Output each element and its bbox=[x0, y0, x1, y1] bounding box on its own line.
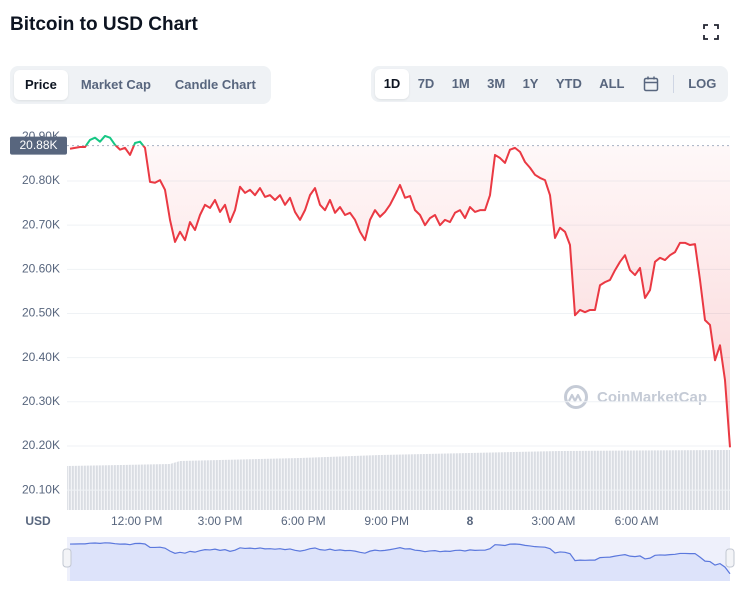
y-tick-label: 20.20K bbox=[22, 438, 60, 452]
tab-group: Price Market Cap Candle Chart bbox=[10, 66, 271, 104]
divider bbox=[673, 75, 675, 93]
y-axis-label: USD bbox=[25, 514, 51, 528]
x-tick-label: 3:00 AM bbox=[531, 514, 575, 528]
navigator-handles bbox=[62, 548, 735, 568]
price-line-down bbox=[69, 145, 731, 448]
log-button[interactable]: LOG bbox=[688, 76, 717, 91]
price-area bbox=[70, 145, 730, 448]
tab-button[interactable]: Market Cap bbox=[80, 77, 151, 92]
range-button[interactable]: 1D bbox=[375, 69, 409, 99]
range-button[interactable]: 3M bbox=[487, 76, 506, 91]
tab-button[interactable]: Candle Chart bbox=[174, 77, 256, 92]
watermark-text: CoinMarketCap bbox=[597, 389, 707, 406]
x-tick-label: 9:00 PM bbox=[364, 514, 409, 528]
y-tick-label: 20.40K bbox=[22, 350, 60, 364]
x-tick-label: 6:00 AM bbox=[615, 514, 659, 528]
y-tick-label: 20.30K bbox=[22, 394, 60, 408]
range-button[interactable]: 7D bbox=[417, 76, 435, 91]
calendar-button[interactable] bbox=[633, 69, 669, 99]
page-title: Bitcoin to USD Chart bbox=[10, 14, 198, 35]
range-button[interactable]: ALL bbox=[599, 76, 625, 91]
y-tick-label: 20.10K bbox=[22, 482, 60, 496]
range-button[interactable]: 1Y bbox=[522, 76, 539, 91]
tab-button[interactable]: Price bbox=[14, 70, 68, 100]
navigator-line bbox=[69, 542, 731, 575]
y-tick-label: 20.80K bbox=[22, 173, 60, 187]
watermark: CoinMarketCap bbox=[564, 385, 707, 409]
x-tick-label: 12:00 PM bbox=[111, 514, 162, 528]
range-button[interactable]: YTD bbox=[555, 76, 582, 91]
y-tick-label: 20.50K bbox=[22, 306, 60, 320]
x-tick-label: 6:00 PM bbox=[281, 514, 326, 528]
x-tick-label: 8 bbox=[467, 514, 474, 528]
calendar-icon bbox=[643, 76, 659, 92]
y-tick-label: 20.60K bbox=[22, 261, 60, 275]
x-tick-label: 3:00 PM bbox=[198, 514, 243, 528]
volume-band bbox=[67, 450, 730, 510]
y-tick-label: 20.70K bbox=[22, 217, 60, 231]
range-button[interactable]: 1M bbox=[451, 76, 470, 91]
reference-label: 20.88K bbox=[19, 138, 57, 152]
reference-label-bg bbox=[10, 136, 67, 155]
range-group: 1D 7D 1M 3M 1Y YTD ALL LOG bbox=[371, 66, 729, 102]
expand-icon[interactable] bbox=[702, 23, 720, 41]
